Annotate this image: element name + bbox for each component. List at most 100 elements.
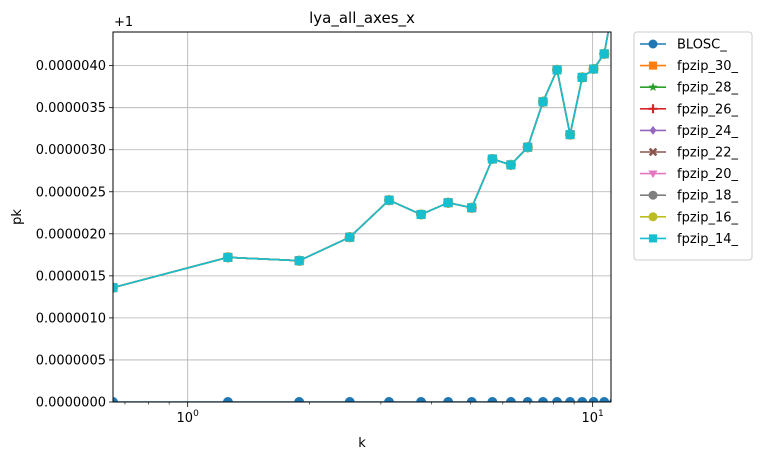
- series-line: [113, 32, 610, 289]
- data-point: [552, 397, 563, 402]
- major-ticks: 0.0000000 0.0000005 0.0000010 0.0000015 0.00…: [36, 59, 604, 426]
- data-point: [649, 125, 657, 135]
- y-tick-label: 0.0000000: [36, 396, 106, 411]
- legend-entry: fpzip_26_: [640, 102, 739, 117]
- data-point: [223, 252, 233, 262]
- legend-entry: BLOSC_: [640, 38, 727, 53]
- x-tick-base: 10: [177, 411, 194, 426]
- data-point: [609, 0, 619, 3]
- data-point: [609, 0, 619, 3]
- data-point: [294, 256, 304, 266]
- y-tick-label: 0.0000030: [36, 143, 106, 158]
- legend-label: BLOSC_: [677, 38, 727, 53]
- data-point: [222, 397, 233, 402]
- data-point: [443, 198, 453, 208]
- data-point: [522, 397, 533, 402]
- data-point: [648, 212, 658, 222]
- x-axis-label: k: [358, 436, 366, 451]
- y-tick-label: 0.0000025: [36, 185, 106, 200]
- data-point: [610, 0, 619, 3]
- series-line: [113, 32, 610, 289]
- series-fpzip-18: [113, 0, 619, 293]
- series-line: [113, 32, 610, 289]
- data-point: [416, 209, 426, 219]
- legend-entry: fpzip_30_: [640, 59, 739, 74]
- legend-label: fpzip_28_: [677, 81, 739, 96]
- x-tick-exponent: 0: [193, 409, 199, 419]
- data-point: [537, 397, 548, 402]
- data-point: [611, 0, 619, 2]
- data-point: [384, 195, 394, 205]
- series-fpzip-26: [113, 0, 619, 293]
- data-point: [577, 397, 588, 402]
- data-point: [588, 397, 599, 402]
- legend-label: fpzip_20_: [677, 167, 739, 182]
- data-point: [648, 61, 658, 70]
- data-point: [113, 283, 118, 293]
- data-point: [648, 104, 658, 114]
- data-point: [609, 0, 619, 3]
- data-point: [487, 154, 497, 164]
- data-point: [538, 97, 548, 107]
- legend-entry: fpzip_28_: [640, 81, 739, 96]
- data-point: [599, 49, 609, 59]
- plot-frame: [112, 31, 612, 403]
- data-point: [487, 397, 498, 402]
- series-BLOSC: [113, 397, 611, 402]
- data-point: [609, 0, 619, 3]
- data-point: [443, 397, 454, 402]
- data-point: [648, 170, 658, 179]
- data-point: [416, 397, 427, 402]
- data-point: [611, 0, 619, 3]
- data-point: [505, 397, 516, 402]
- data-point: [506, 160, 516, 170]
- data-point: [384, 397, 395, 402]
- legend-entry: fpzip_14_: [640, 232, 739, 247]
- y-tick-label: 0.0000020: [36, 227, 106, 242]
- data-point: [467, 203, 477, 213]
- data-point: [577, 72, 587, 82]
- legend-label: fpzip_18_: [677, 189, 739, 204]
- y-tick-label: 0.0000005: [36, 353, 106, 368]
- series-fpzip-16: [113, 0, 619, 293]
- data-point: [648, 147, 658, 157]
- grid: [113, 32, 611, 403]
- data-point: [648, 82, 658, 92]
- data-point: [648, 190, 658, 200]
- chart-title: lya_all_axes_x: [309, 9, 415, 28]
- x-tick-exponent: 1: [598, 409, 604, 419]
- x-tick-label: 100: [177, 409, 200, 426]
- data-point: [523, 142, 533, 152]
- series-fpzip-22: [113, 0, 619, 293]
- legend-entry: fpzip_20_: [640, 167, 739, 182]
- data-point: [648, 39, 658, 49]
- data-point: [345, 232, 355, 242]
- data-point: [565, 130, 575, 140]
- series-fpzip-14: [113, 0, 619, 293]
- data-point: [599, 397, 610, 402]
- series-line: [113, 32, 610, 289]
- series-layer: [113, 0, 619, 402]
- legend-entry: fpzip_16_: [640, 210, 739, 225]
- series-line: [113, 32, 610, 289]
- data-point: [610, 0, 619, 3]
- legend-label: fpzip_14_: [677, 232, 739, 247]
- legend-entry: fpzip_24_: [640, 124, 739, 139]
- data-point: [648, 234, 658, 243]
- data-point: [589, 64, 599, 74]
- x-tick-label: 101: [582, 409, 604, 426]
- y-tick-label: 0.0000040: [36, 59, 106, 74]
- series-fpzip-24: [113, 0, 619, 293]
- legend-entry: fpzip_22_: [640, 146, 739, 161]
- legend-box: [633, 31, 753, 261]
- series-fpzip-30: [113, 0, 619, 293]
- legend-label: fpzip_16_: [677, 210, 739, 225]
- series-fpzip-28: [113, 0, 619, 292]
- legend-label: fpzip_22_: [677, 146, 739, 161]
- legend: BLOSC_ fpzip_30_ fpzip_28_ fpzip_26_ fpzip_2…: [633, 31, 753, 261]
- legend-label: fpzip_26_: [677, 102, 739, 117]
- series-line: [113, 32, 610, 289]
- y-tick-label: 0.0000015: [36, 269, 106, 284]
- legend-entry: fpzip_18_: [640, 189, 739, 204]
